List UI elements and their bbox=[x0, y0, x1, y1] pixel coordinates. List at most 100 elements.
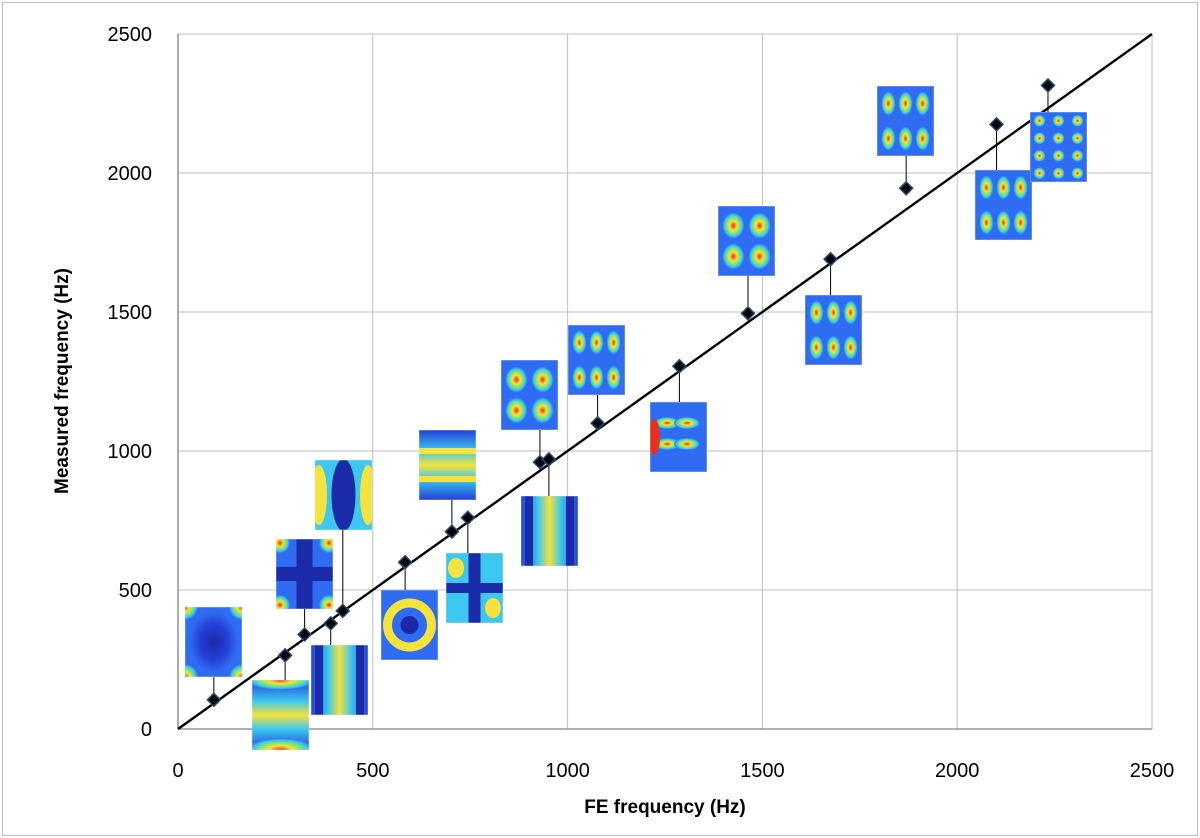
data-point bbox=[444, 524, 460, 540]
inset-lobe bbox=[996, 175, 1011, 200]
inset-node-line bbox=[315, 645, 323, 715]
inset-lobe bbox=[589, 365, 604, 390]
inset-lobe bbox=[843, 335, 858, 360]
inset-lobe bbox=[572, 330, 587, 355]
mode-shape-inset bbox=[1030, 112, 1087, 182]
x-tick-label: 0 bbox=[172, 760, 183, 782]
inset-hotspot bbox=[229, 664, 242, 677]
mode-shape-inset bbox=[446, 553, 503, 623]
inset-lobe bbox=[189, 612, 238, 672]
inset-lobe bbox=[674, 417, 701, 429]
mode-shape-inset bbox=[185, 607, 242, 677]
data-point bbox=[1040, 77, 1056, 93]
data-point bbox=[277, 647, 293, 663]
data-point bbox=[397, 554, 413, 570]
inset-hotspot bbox=[276, 539, 290, 553]
mode-shape-inset bbox=[252, 680, 309, 750]
y-axis-title: Measured frequency (Hz) bbox=[52, 268, 73, 494]
inset-lobe bbox=[826, 335, 841, 360]
inset-dot bbox=[1052, 149, 1065, 162]
x-tick-label: 1000 bbox=[545, 760, 590, 782]
reference-line bbox=[177, 33, 1153, 730]
mode-shape-inset bbox=[877, 86, 934, 156]
inset-hotspot bbox=[252, 738, 309, 750]
inset-dot bbox=[1071, 132, 1084, 145]
axes bbox=[177, 34, 1152, 730]
inset-lobe bbox=[315, 465, 327, 525]
inset-hotspot bbox=[650, 419, 660, 455]
inset-band bbox=[419, 430, 476, 500]
mode-shape-inset bbox=[315, 460, 372, 530]
inset-node-line bbox=[566, 496, 574, 566]
inset-lobe bbox=[748, 212, 771, 239]
inset-stripe bbox=[419, 448, 476, 454]
inset-lobe bbox=[606, 330, 621, 355]
inset-lobe bbox=[505, 366, 528, 393]
mode-shape-inset bbox=[501, 360, 558, 430]
mode-shape-inset bbox=[568, 325, 625, 395]
inset-lobe bbox=[654, 438, 681, 450]
inset-lobe bbox=[331, 460, 356, 530]
inset-hotspot bbox=[185, 607, 198, 620]
inset-lobe bbox=[881, 91, 896, 116]
data-point bbox=[206, 692, 222, 708]
inset-lobe bbox=[1013, 210, 1028, 235]
inset-lobe bbox=[979, 175, 994, 200]
inset-hotspot bbox=[319, 539, 333, 553]
inset-lobe bbox=[826, 300, 841, 325]
inset-lobe bbox=[809, 300, 824, 325]
inset-lobe bbox=[589, 330, 604, 355]
y-tick-label: 0 bbox=[141, 719, 152, 741]
data-point bbox=[297, 626, 313, 643]
inset-dot bbox=[1033, 132, 1046, 145]
inset-lobe bbox=[915, 126, 930, 151]
inset-dot bbox=[1052, 132, 1065, 145]
inset-node-line bbox=[525, 496, 533, 566]
inset-hotspot bbox=[185, 664, 198, 677]
mode-shape-inset bbox=[718, 206, 775, 276]
inset-node-line bbox=[276, 567, 333, 581]
x-tick-label: 2000 bbox=[935, 760, 980, 782]
inset-dot bbox=[1052, 114, 1065, 127]
inset-lobe bbox=[400, 616, 419, 634]
reference-line-layer bbox=[177, 33, 1153, 730]
mode-shape-inset bbox=[650, 402, 707, 472]
inset-hotspot bbox=[319, 595, 333, 609]
inset-hotspot bbox=[252, 680, 309, 690]
inset-lobe bbox=[898, 91, 913, 116]
mode-shape-inset bbox=[975, 170, 1032, 240]
data-point bbox=[740, 305, 756, 321]
tick-labels: 0 500 1000 1500 2000 2500 0 500 1000 1500 2000 2500 bbox=[108, 24, 1175, 782]
data-point bbox=[335, 603, 351, 619]
inset-dot bbox=[1071, 114, 1084, 127]
data-point bbox=[671, 358, 687, 374]
x-axis-title: FE frequency (Hz) bbox=[584, 797, 746, 818]
inset-lobe bbox=[531, 397, 554, 424]
inset-lobe bbox=[654, 417, 681, 429]
data-points bbox=[206, 77, 1056, 708]
mode-shape-inset bbox=[521, 496, 578, 566]
inset-lobe bbox=[572, 365, 587, 390]
data-point bbox=[988, 116, 1005, 132]
inset-lobe bbox=[606, 365, 621, 390]
x-tick-label: 2500 bbox=[1130, 760, 1175, 782]
y-tick-label: 500 bbox=[119, 580, 152, 602]
mode-shape-insets bbox=[185, 86, 1087, 750]
inset-node-line bbox=[446, 583, 503, 593]
y-tick-label: 1000 bbox=[108, 441, 153, 463]
inset-dot bbox=[1052, 167, 1065, 180]
mode-shape-inset bbox=[419, 430, 476, 500]
inset-ring bbox=[383, 598, 436, 652]
inset-node-line bbox=[356, 645, 364, 715]
inset-lobe bbox=[881, 126, 896, 151]
y-tick-label: 2500 bbox=[108, 24, 153, 46]
inset-lobe bbox=[979, 210, 994, 235]
inset-lobe bbox=[448, 558, 464, 578]
inset-lobe bbox=[722, 243, 745, 270]
inset-lobe bbox=[360, 465, 372, 525]
data-point bbox=[541, 451, 557, 467]
mode-shape-inset bbox=[805, 295, 862, 365]
inset-dot bbox=[1033, 114, 1046, 127]
inset-lobe bbox=[996, 210, 1011, 235]
data-point bbox=[323, 615, 339, 631]
